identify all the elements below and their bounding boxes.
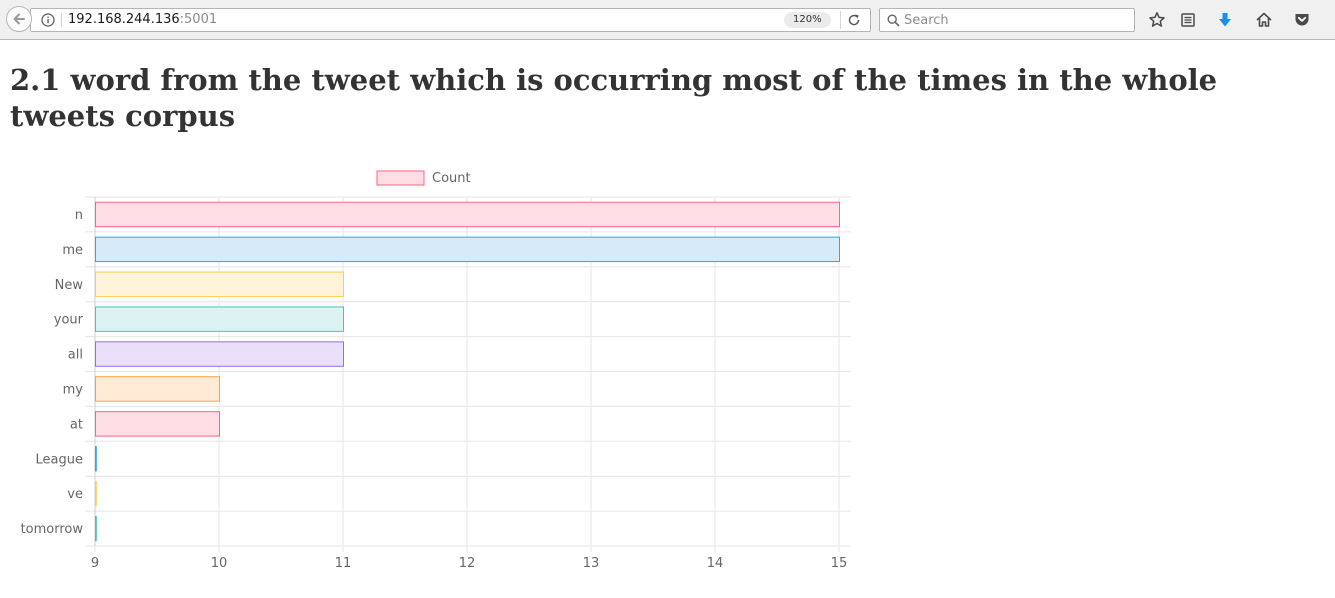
- y-tick-label: n: [75, 208, 83, 223]
- y-tick-label: your: [54, 313, 84, 328]
- y-tick-label: tomorrow: [21, 522, 84, 537]
- bar: [95, 271, 344, 297]
- y-tick-label: League: [36, 452, 83, 467]
- x-tick-label: 12: [459, 556, 476, 571]
- bar: [95, 306, 344, 332]
- bar-chart: 9 10 11 12 13 14 15 n me New your all my at League ve to…: [0, 160, 870, 580]
- y-tick-label: at: [70, 417, 83, 432]
- x-tick-label: 14: [707, 556, 724, 571]
- bookmark-star-icon[interactable]: [1148, 11, 1166, 29]
- y-tick-label: me: [62, 243, 83, 258]
- download-icon[interactable]: [1216, 11, 1234, 29]
- url-text[interactable]: 192.168.244.136:5001: [68, 12, 217, 27]
- x-tick-label: 10: [211, 556, 228, 571]
- info-icon[interactable]: [41, 13, 55, 27]
- bar: [95, 236, 840, 263]
- y-tick-label: my: [63, 382, 84, 397]
- browser-toolbar: 192.168.244.136:5001 120%: [0, 0, 1335, 40]
- search-bar[interactable]: [879, 8, 1135, 32]
- x-tick-label: 13: [583, 556, 600, 571]
- url-bar[interactable]: 192.168.244.136:5001 120%: [30, 8, 871, 32]
- bar: [95, 376, 220, 402]
- legend-swatch: [376, 170, 425, 186]
- bar: [95, 480, 97, 507]
- page-title: 2.1 word from the tweet which is occurri…: [10, 63, 1218, 133]
- x-tick-label: 11: [335, 556, 352, 571]
- x-tick-label: 15: [831, 556, 848, 571]
- back-arrow-icon: [13, 13, 25, 25]
- y-tick-label: all: [68, 348, 83, 363]
- y-tick-label: New: [55, 278, 84, 293]
- legend-label: Count: [432, 171, 471, 186]
- x-tick-label: 9: [91, 556, 99, 571]
- search-input[interactable]: [904, 10, 1128, 30]
- back-button[interactable]: [6, 6, 32, 32]
- bar: [95, 341, 344, 367]
- bar-chart-svg: 9 10 11 12 13 14 15 n me New your all my at League ve to…: [21, 170, 851, 571]
- bar: [95, 201, 840, 228]
- url-separator: [61, 13, 62, 27]
- zoom-indicator[interactable]: 120%: [784, 12, 831, 28]
- reload-icon[interactable]: [846, 12, 862, 28]
- pocket-icon[interactable]: [1293, 11, 1311, 29]
- bar: [95, 515, 97, 542]
- url-port: :5001: [179, 12, 218, 27]
- reload-separator: [840, 11, 841, 29]
- home-icon[interactable]: [1255, 11, 1273, 29]
- bar: [95, 411, 220, 437]
- y-tick-label: ve: [67, 487, 83, 502]
- search-icon: [886, 13, 900, 27]
- url-host: 192.168.244.136: [68, 12, 180, 27]
- bar: [95, 446, 97, 472]
- reading-list-icon[interactable]: [1179, 11, 1197, 29]
